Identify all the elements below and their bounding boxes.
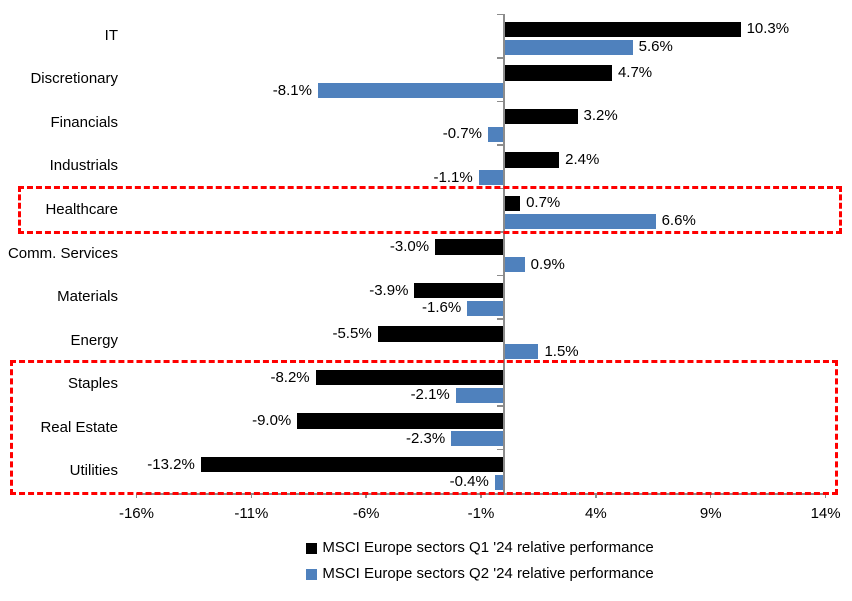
x-axis-tick <box>480 493 482 498</box>
x-axis-tick <box>365 493 367 498</box>
bar-q1-real-estate <box>297 413 504 429</box>
value-label-q2-real-estate: -2.3% <box>405 429 446 447</box>
y-axis-category-tick <box>497 274 503 277</box>
q2-legend-label: MSCI Europe sectors Q2 '24 relative perf… <box>322 565 654 582</box>
category-label-industrials: Industrials <box>49 157 118 175</box>
value-label-q2-materials: -1.6% <box>422 299 462 317</box>
y-axis-category-tick <box>497 100 503 103</box>
bar-q1-comm-services <box>435 239 504 255</box>
y-axis-category-tick <box>497 187 503 190</box>
legend-item-q2: MSCI Europe sectors Q2 '24 relative perf… <box>306 565 654 583</box>
bar-q1-industrials <box>504 152 560 168</box>
value-label-q1-financials: 3.2% <box>583 107 618 125</box>
category-label-financials: Financials <box>50 113 118 131</box>
bar-q1-utilities <box>200 456 504 473</box>
highlight-box-healthcare <box>18 186 842 234</box>
bar-q1-financials <box>504 108 578 125</box>
value-label-q2-discretionary: -8.1% <box>272 81 312 99</box>
x-axis-tick-label: -1% <box>467 505 495 522</box>
x-axis-tick-label: 14% <box>810 505 841 522</box>
category-label-healthcare: Healthcare <box>45 200 118 218</box>
bar-q1-it <box>504 21 741 37</box>
bar-q2-healthcare <box>504 213 656 229</box>
value-label-q1-discretionary: 4.7% <box>617 63 653 81</box>
bar-q1-discretionary <box>504 65 612 81</box>
value-label-q2-staples: -2.1% <box>410 386 450 404</box>
y-axis-category-tick <box>497 405 503 407</box>
bar-q2-financials <box>487 126 504 142</box>
legend-item-q1: MSCI Europe sectors Q1 '24 relative perf… <box>306 539 654 557</box>
x-axis-tick-label: -11% <box>234 505 269 522</box>
value-label-q1-industrials: 2.4% <box>565 150 600 168</box>
category-label-energy: Energy <box>70 331 118 349</box>
value-label-q2-industrials: -1.1% <box>433 168 473 186</box>
y-axis-category-tick <box>497 231 503 233</box>
bar-q1-healthcare <box>504 195 521 212</box>
y-axis-line <box>502 14 505 493</box>
value-label-q2-healthcare: 6.6% <box>661 212 696 230</box>
value-label-q1-staples: -8.2% <box>270 368 310 386</box>
value-label-q1-real-estate: -9.0% <box>252 412 292 430</box>
y-axis-category-tick <box>497 57 503 59</box>
value-label-q2-energy: 1.5% <box>544 342 579 360</box>
x-axis-tick <box>709 493 712 498</box>
x-axis-tick-label: -6% <box>352 505 380 522</box>
category-label-discretionary: Discretionary <box>30 70 118 88</box>
value-label-q2-financials: -0.7% <box>442 125 482 143</box>
value-label-q2-it: 5.6% <box>638 38 673 55</box>
value-label-q1-utilities: -13.2% <box>147 455 195 473</box>
bar-q2-materials <box>467 300 504 316</box>
category-label-comm-services: Comm. Services <box>7 244 118 262</box>
category-label-utilities: Utilities <box>69 462 118 480</box>
x-axis-tick-label: 9% <box>699 505 722 522</box>
value-label-q1-energy: -5.5% <box>332 325 372 343</box>
category-label-real-estate: Real Estate <box>40 418 118 436</box>
value-label-q2-comm-services: 0.9% <box>530 255 565 273</box>
category-label-materials: Materials <box>57 288 118 306</box>
value-label-q1-it: 10.3% <box>746 20 790 38</box>
legend: MSCI Europe sectors Q1 '24 relative perf… <box>108 539 852 583</box>
bar-q2-utilities <box>494 474 504 490</box>
value-label-q2-utilities: -0.4% <box>449 473 489 491</box>
bar-q2-industrials <box>478 170 504 186</box>
value-label-q1-comm-services: -3.0% <box>389 237 430 255</box>
x-axis-tick <box>824 493 827 498</box>
bar-q2-discretionary <box>317 83 504 99</box>
x-axis-tick-label: 4% <box>585 505 607 522</box>
y-axis-category-tick <box>497 448 503 451</box>
q2-series-swatch-icon <box>306 568 318 580</box>
q1-series-swatch-icon <box>306 542 318 554</box>
y-axis-category-tick <box>497 144 503 146</box>
bar-q2-energy <box>504 344 539 360</box>
bar-q1-materials <box>414 282 504 299</box>
category-label-it: IT <box>104 26 118 44</box>
q1-legend-label: MSCI Europe sectors Q1 '24 relative perf… <box>322 539 654 556</box>
value-label-q1-materials: -3.9% <box>369 281 409 299</box>
x-axis-tick <box>250 493 253 498</box>
y-axis-category-tick <box>497 13 503 15</box>
bar-q1-staples <box>315 369 504 386</box>
bar-q2-real-estate <box>451 431 504 447</box>
bar-q2-it <box>504 39 633 55</box>
x-axis-tick-label: -16% <box>118 505 154 522</box>
category-label-staples: Staples <box>67 375 118 393</box>
y-axis-category-tick <box>497 361 503 364</box>
value-label-q1-healthcare: 0.7% <box>526 194 561 212</box>
bar-q1-energy <box>377 326 504 342</box>
bar-q2-comm-services <box>504 257 525 273</box>
x-axis-tick <box>135 493 138 498</box>
bar-q2-staples <box>455 387 504 403</box>
x-axis-tick <box>595 493 597 498</box>
y-axis-category-tick <box>497 318 503 320</box>
